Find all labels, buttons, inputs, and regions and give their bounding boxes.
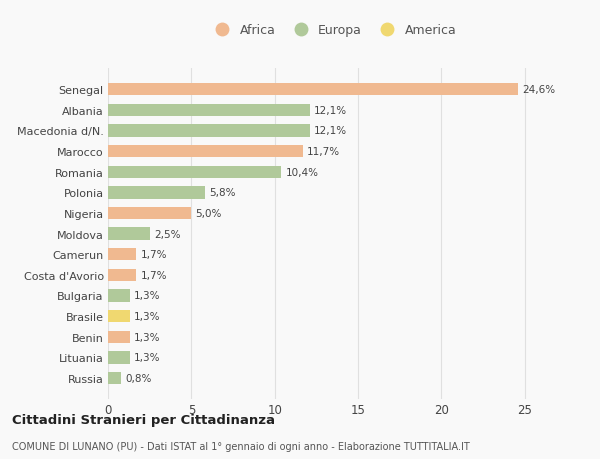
Bar [108, 352, 130, 364]
Text: 1,3%: 1,3% [134, 291, 160, 301]
Text: 1,3%: 1,3% [134, 332, 160, 342]
Text: 5,8%: 5,8% [209, 188, 235, 198]
Text: Cittadini Stranieri per Cittadinanza: Cittadini Stranieri per Cittadinanza [12, 413, 275, 426]
Text: 1,7%: 1,7% [140, 270, 167, 280]
Bar [108, 228, 149, 240]
Text: 24,6%: 24,6% [522, 85, 555, 95]
Bar [108, 269, 136, 281]
Text: 12,1%: 12,1% [314, 106, 347, 116]
Bar [108, 146, 303, 158]
Text: 2,5%: 2,5% [154, 229, 181, 239]
Bar [108, 84, 518, 96]
Text: 1,3%: 1,3% [134, 353, 160, 363]
Bar [108, 331, 130, 343]
Text: 10,4%: 10,4% [286, 168, 319, 177]
Text: 0,8%: 0,8% [125, 373, 152, 383]
Text: COMUNE DI LUNANO (PU) - Dati ISTAT al 1° gennaio di ogni anno - Elaborazione TUT: COMUNE DI LUNANO (PU) - Dati ISTAT al 1°… [12, 441, 470, 451]
Text: 11,7%: 11,7% [307, 147, 340, 157]
Bar [108, 290, 130, 302]
Bar [108, 310, 130, 323]
Legend: Africa, Europa, America: Africa, Europa, America [205, 19, 461, 42]
Bar [108, 187, 205, 199]
Bar [108, 207, 191, 220]
Text: 1,7%: 1,7% [140, 250, 167, 260]
Bar [108, 166, 281, 179]
Text: 12,1%: 12,1% [314, 126, 347, 136]
Text: 5,0%: 5,0% [196, 208, 222, 218]
Bar [108, 372, 121, 384]
Bar [108, 105, 310, 117]
Bar [108, 125, 310, 137]
Text: 1,3%: 1,3% [134, 311, 160, 321]
Bar [108, 248, 136, 261]
